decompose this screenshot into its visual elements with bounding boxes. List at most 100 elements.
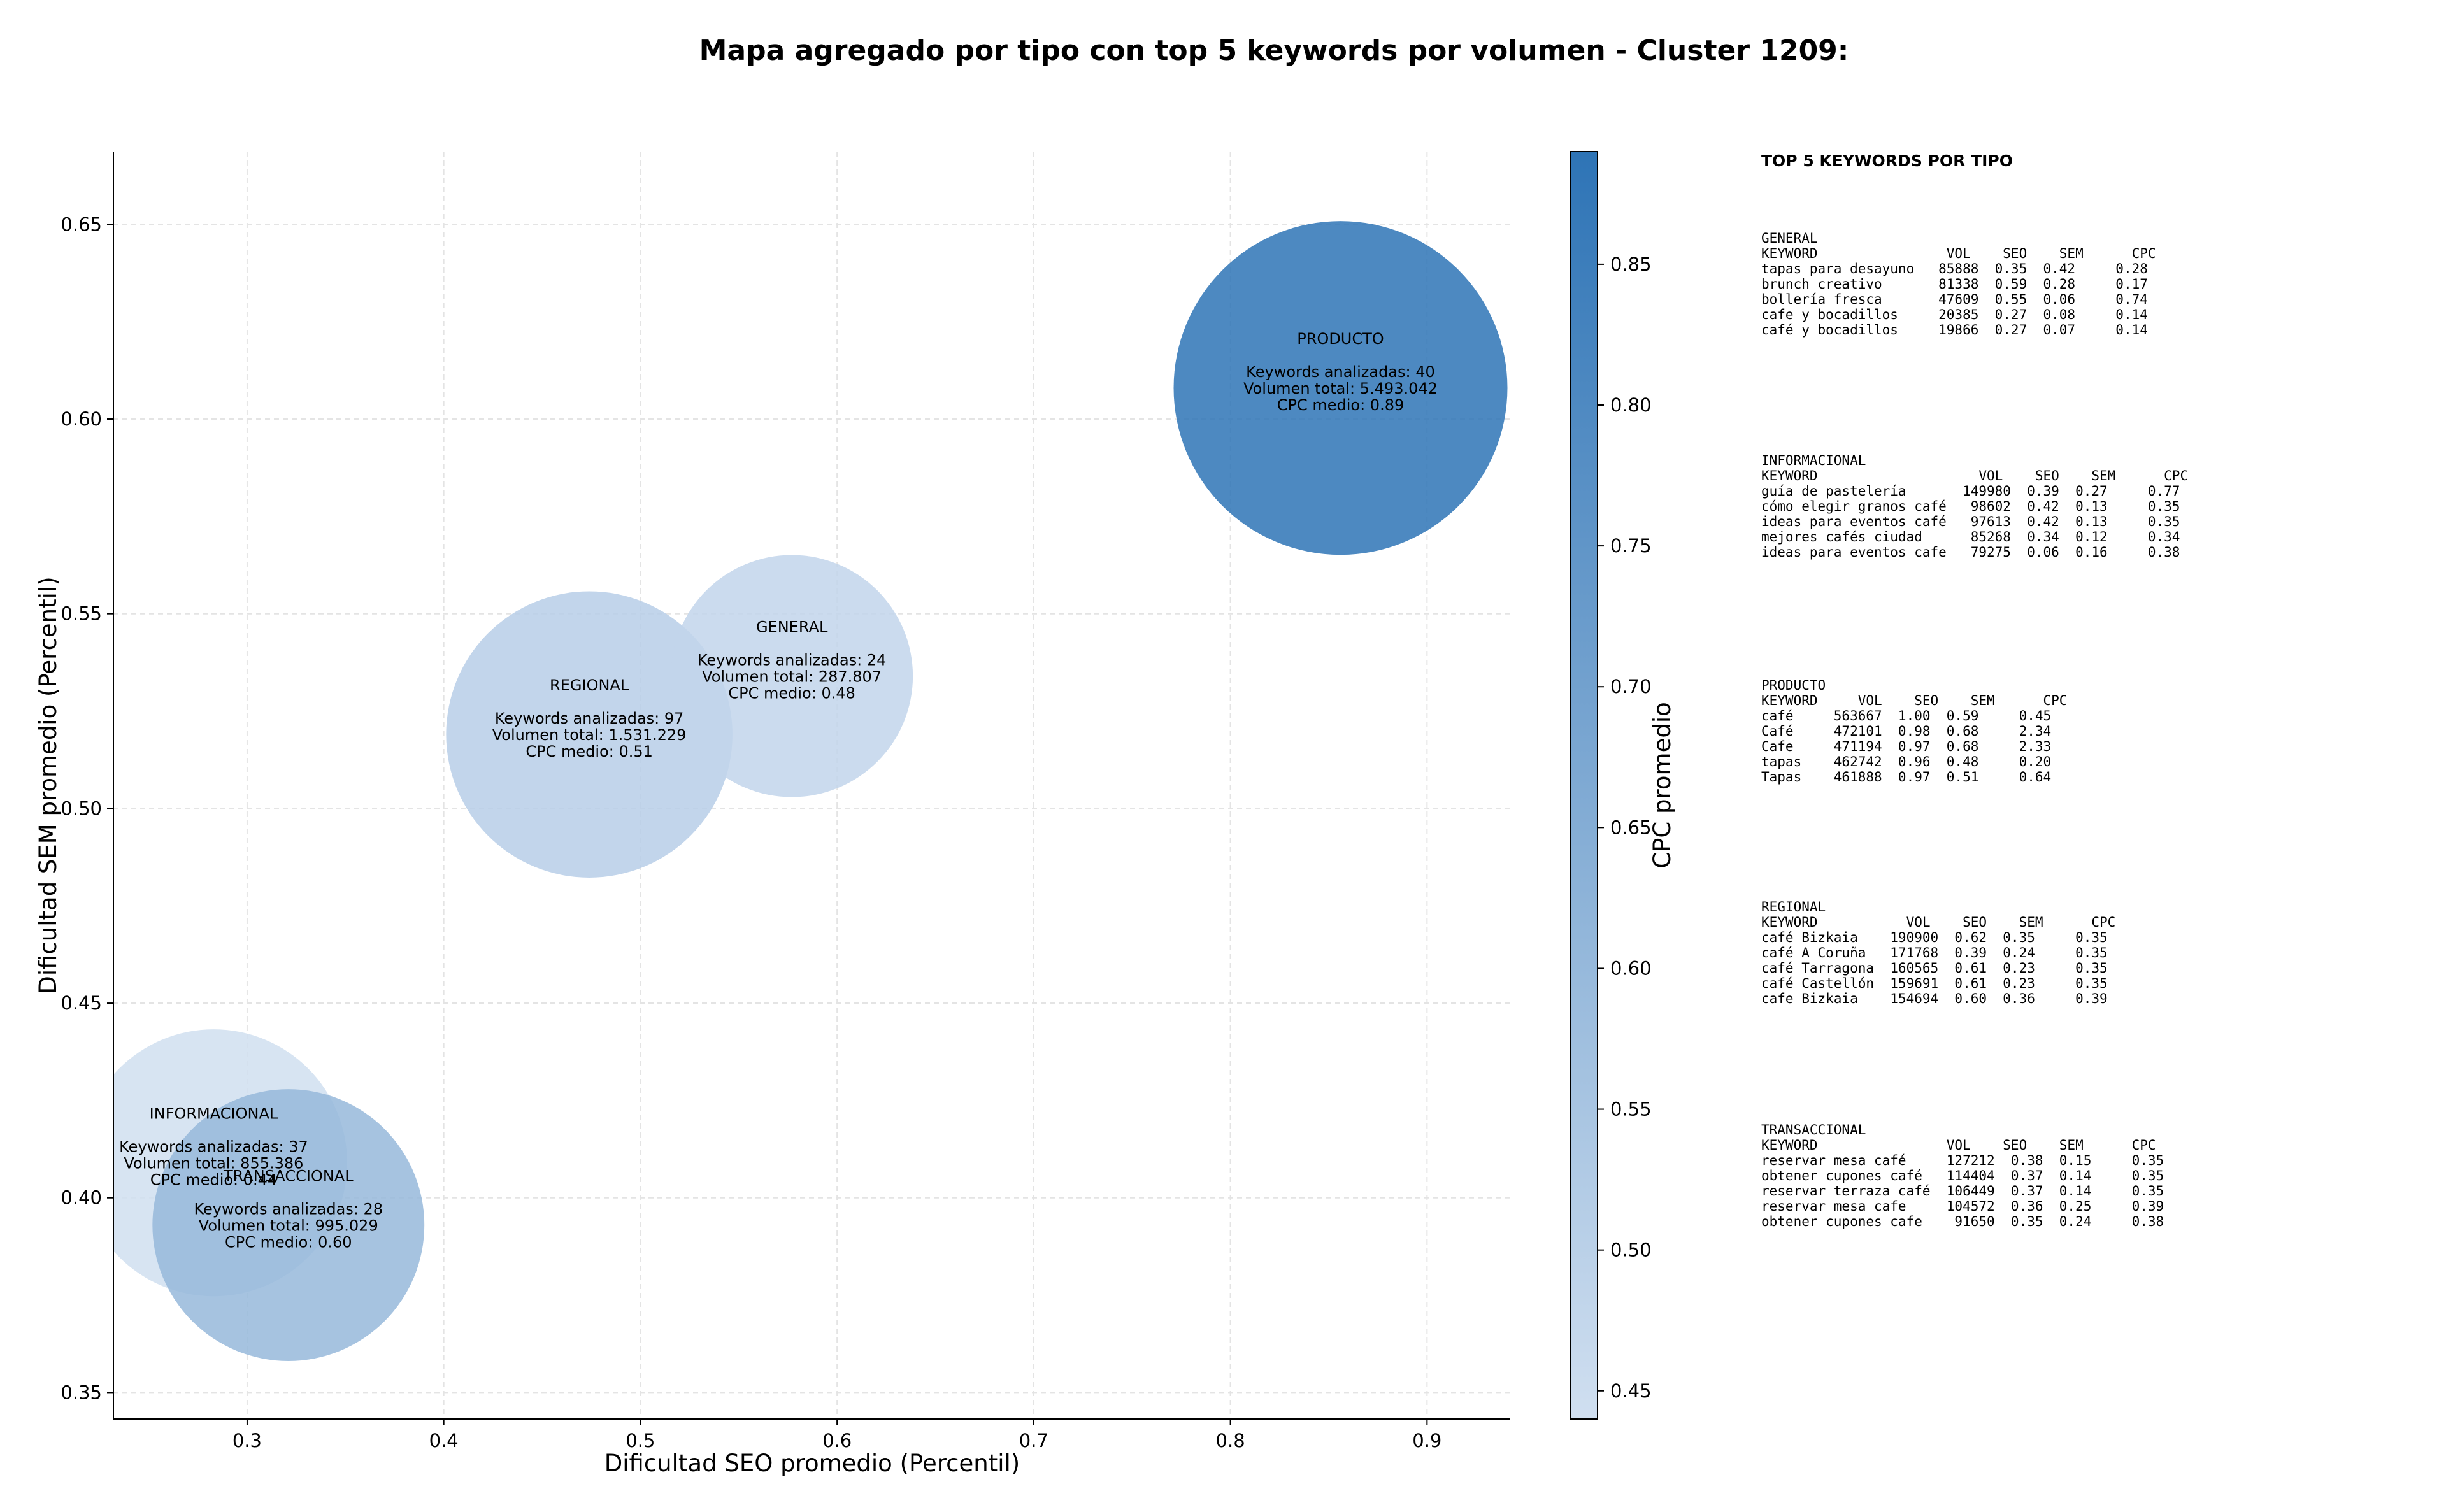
chart-title: Mapa agregado por tipo con top 5 keyword… [699,34,1849,67]
keyword-row: café Castellón 159691 0.61 0.23 0.35 [1761,976,2108,991]
keyword-block-regional: REGIONAL KEYWORD VOL SEO SEM CPC café Bizk… [1761,899,2115,1006]
colorbar-tick-label: 0.80 [1610,394,1652,416]
keyword-block-transaccional: TRANSACCIONAL KEYWORD VOL SEO SEM CPC rese… [1761,1122,2164,1229]
keyword-block-producto: PRODUCTO KEYWORD VOL SEO SEM CPC café 5636… [1761,678,2067,785]
keyword-block-general: GENERAL KEYWORD VOL SEO SEM CPC tapas para… [1761,231,2156,338]
keyword-row: cafe Bizkaia 154694 0.60 0.36 0.39 [1761,991,2108,1006]
bubble-label: Keywords analizadas: 24 [697,652,887,669]
bubble-label: PRODUCTO [1297,330,1384,348]
keyword-row: reservar mesa café 127212 0.38 0.15 0.35 [1761,1153,2164,1168]
x-tick-label: 0.4 [429,1430,459,1451]
keyword-row: ideas para eventos café 97613 0.42 0.13 … [1761,514,2180,529]
bubble-label: Volumen total: 5.493.042 [1243,380,1438,397]
keyword-row: cómo elegir granos café 98602 0.42 0.13 … [1761,499,2180,514]
keyword-table-header: KEYWORD VOL SEO SEM CPC [1761,915,2116,930]
bubble-regional [446,591,733,878]
keyword-row: café A Coruña 171768 0.39 0.24 0.35 [1761,945,2108,960]
bubble-label: Keywords analizadas: 28 [194,1201,383,1218]
y-tick-label: 0.50 [61,797,102,819]
keyword-block-informacional: INFORMACIONAL KEYWORD VOL SEO SEM CPC guía… [1761,453,2188,560]
axes [113,152,1510,1420]
colorbar-tick-label: 0.55 [1610,1099,1652,1120]
keyword-row: café 563667 1.00 0.59 0.45 [1761,708,2052,724]
keyword-block-heading: REGIONAL [1761,899,1826,915]
x-tick-label: 0.5 [626,1430,655,1451]
keyword-row: reservar terraza café 106449 0.37 0.14 0… [1761,1183,2164,1199]
keyword-row: obtener cupones café 114404 0.37 0.14 0.… [1761,1168,2164,1183]
y-axis-label: Dificultad SEM promedio (Percentil) [34,576,62,994]
keyword-block-heading: TRANSACCIONAL [1761,1122,1866,1138]
bubble-label: GENERAL [756,618,828,636]
keyword-table-header: KEYWORD VOL SEO SEM CPC [1761,246,2156,261]
keyword-table-header: KEYWORD VOL SEO SEM CPC [1761,468,2189,483]
keyword-row: bollería fresca 47609 0.55 0.06 0.74 [1761,292,2148,307]
bubble-label: REGIONAL [550,676,629,694]
ticks: 0.3 0.4 0.5 0.6 0.7 0.8 0.9 0.35 0.40 0.45 0.50 0.5… [61,213,1441,1451]
keyword-row: obtener cupones cafe 91650 0.35 0.24 0.3… [1761,1214,2164,1229]
keyword-block-heading: INFORMACIONAL [1761,453,1866,468]
colorbar-label: CPC promedio [1649,702,1676,868]
x-tick-label: 0.6 [822,1430,852,1451]
keyword-row: tapas para desayuno 85888 0.35 0.42 0.28 [1761,261,2148,276]
bubble-transaccional [152,1089,425,1361]
bubble-producto [1173,221,1508,555]
y-tick-label: 0.45 [61,992,102,1014]
bubbles [113,221,1508,1361]
bubble-general [671,555,913,797]
keyword-block-heading: PRODUCTO [1761,678,1826,693]
x-tick-label: 0.3 [232,1430,262,1451]
bubble-label: CPC medio: 0.48 [728,685,855,703]
colorbar: 0.45 0.50 0.55 0.60 0.65 0.70 0.75 0.80 0.85 CPC… [1570,151,1676,1420]
keyword-row: tapas 462742 0.96 0.48 0.20 [1761,754,2052,769]
keyword-row: ideas para eventos cafe 79275 0.06 0.16 … [1761,545,2180,560]
y-tick-label: 0.35 [61,1381,102,1403]
x-tick-label: 0.7 [1019,1430,1048,1451]
bubble-label: Volumen total: 995.029 [199,1217,378,1235]
keyword-row: reservar mesa cafe 104572 0.36 0.25 0.39 [1761,1199,2164,1214]
bubble-label: Volumen total: 287.807 [702,668,882,686]
keyword-row: brunch creativo 81338 0.59 0.28 0.17 [1761,276,2148,292]
y-tick-label: 0.40 [61,1187,102,1209]
colorbar-tick-label: 0.60 [1610,957,1652,979]
keyword-block-heading: GENERAL [1761,231,1818,246]
bubble-label: CPC medio: 0.60 [225,1234,352,1252]
keyword-row: guía de pastelería 149980 0.39 0.27 0.77 [1761,483,2180,499]
colorbar-tick-label: 0.65 [1610,817,1652,838]
bubble-label: Volumen total: 1.531.229 [492,726,687,744]
keyword-row: café Tarragona 160565 0.61 0.23 0.35 [1761,960,2108,976]
bubble-label: INFORMACIONAL [150,1105,278,1123]
keyword-row: cafe y bocadillos 20385 0.27 0.08 0.14 [1761,307,2148,322]
keyword-row: Tapas 461888 0.97 0.51 0.64 [1761,769,2052,785]
keyword-row: café y bocadillos 19866 0.27 0.07 0.14 [1761,322,2148,338]
y-tick-label: 0.60 [61,408,102,430]
keyword-row: café Bizkaia 190900 0.62 0.35 0.35 [1761,930,2108,945]
keyword-panel: TOP 5 KEYWORDS POR TIPO GENERAL KEYWORD V… [1761,0,2436,1512]
bubble-label: Keywords analizadas: 40 [1246,363,1435,381]
keyword-row: Cafe 471194 0.97 0.68 2.33 [1761,739,2052,754]
y-tick-label: 0.65 [61,213,102,235]
colorbar-tick-label: 0.45 [1610,1380,1652,1402]
keyword-row: mejores cafés ciudad 85268 0.34 0.12 0.3… [1761,529,2180,545]
keyword-panel-title: TOP 5 KEYWORDS POR TIPO [1761,152,2013,170]
colorbar-tick-label: 0.50 [1610,1239,1652,1261]
y-tick-label: 0.55 [61,603,102,625]
bubble-label: Volumen total: 855.386 [124,1155,303,1173]
x-axis-label: Dificultad SEO promedio (Percentil) [604,1450,1020,1477]
colorbar-tick-label: 0.75 [1610,535,1652,557]
x-tick-label: 0.9 [1412,1430,1441,1451]
keyword-table-header: KEYWORD VOL SEO SEM CPC [1761,1138,2156,1153]
bubble-label: Keywords analizadas: 97 [495,710,684,727]
keyword-row: Café 472101 0.98 0.68 2.34 [1761,724,2052,739]
bubble-label: Keywords analizadas: 37 [119,1138,308,1156]
colorbar-tick-label: 0.85 [1610,253,1652,275]
bubble-label: CPC medio: 0.89 [1277,396,1405,414]
colorbar-tick-label: 0.70 [1610,676,1652,697]
bubble-label: CPC medio: 0.51 [526,743,653,760]
keyword-table-header: KEYWORD VOL SEO SEM CPC [1761,693,2068,708]
x-tick-label: 0.8 [1216,1430,1245,1451]
bubble-label: CPC medio: 0.44 [150,1171,278,1189]
bubble-label: TRANSACCIONAL [223,1167,354,1185]
colorbar-gradient [1570,151,1598,1420]
